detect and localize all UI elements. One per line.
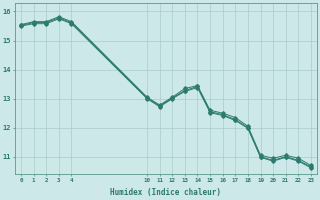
- X-axis label: Humidex (Indice chaleur): Humidex (Indice chaleur): [110, 188, 221, 197]
